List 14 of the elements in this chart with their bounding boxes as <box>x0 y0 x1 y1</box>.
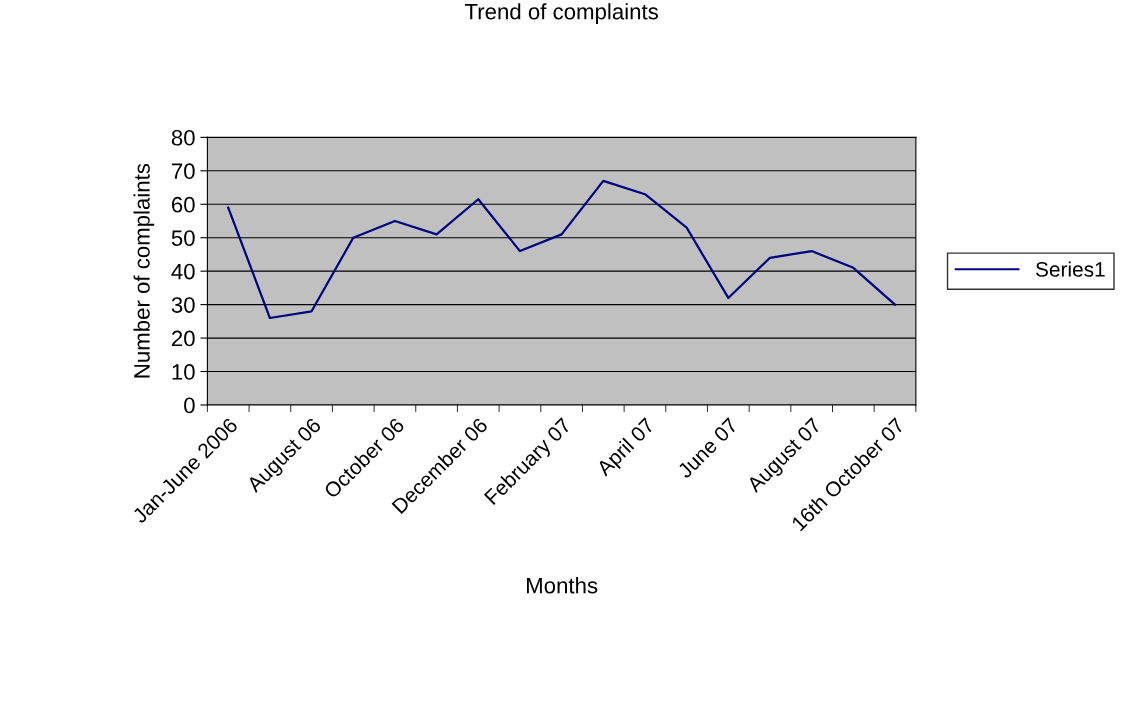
legend-label: Series1 <box>1035 261 1105 277</box>
y-tick-label: 10 <box>172 364 195 380</box>
y-tick-label: 50 <box>171 230 195 246</box>
x-axis-title: Months <box>527 577 598 594</box>
chart-title: Trend of complaints <box>464 3 658 24</box>
y-tick-label: 0 <box>184 397 195 414</box>
y-axis-title: Number of complaints <box>133 163 155 378</box>
y-tick-label: 20 <box>171 330 195 347</box>
y-tick-label: 30 <box>171 297 195 313</box>
y-tick-label: 40 <box>171 263 195 280</box>
line-series <box>227 179 897 320</box>
y-tick-label: 80 <box>171 129 195 146</box>
y-tick-label: 60 <box>171 196 195 213</box>
y-tick-label: 70 <box>172 163 195 180</box>
